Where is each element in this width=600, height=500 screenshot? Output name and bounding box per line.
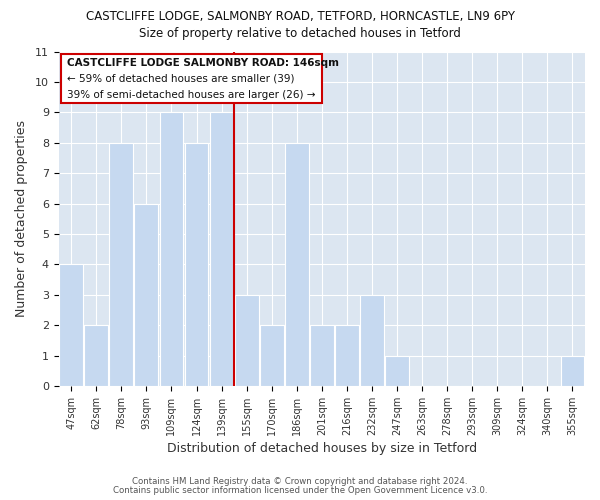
Bar — [209, 112, 233, 386]
Bar — [85, 325, 108, 386]
Text: Size of property relative to detached houses in Tetford: Size of property relative to detached ho… — [139, 28, 461, 40]
Bar — [235, 294, 259, 386]
Text: 39% of semi-detached houses are larger (26) →: 39% of semi-detached houses are larger (… — [67, 90, 315, 100]
Bar — [160, 112, 184, 386]
Text: CASTCLIFFE LODGE SALMONBY ROAD: 146sqm: CASTCLIFFE LODGE SALMONBY ROAD: 146sqm — [67, 58, 338, 68]
Y-axis label: Number of detached properties: Number of detached properties — [15, 120, 28, 317]
Bar — [260, 325, 284, 386]
Bar — [385, 356, 409, 386]
X-axis label: Distribution of detached houses by size in Tetford: Distribution of detached houses by size … — [167, 442, 477, 455]
Text: Contains HM Land Registry data © Crown copyright and database right 2024.: Contains HM Land Registry data © Crown c… — [132, 477, 468, 486]
Bar — [360, 294, 384, 386]
Bar — [335, 325, 359, 386]
Bar — [285, 142, 308, 386]
Bar — [109, 142, 133, 386]
Bar — [134, 204, 158, 386]
Text: Contains public sector information licensed under the Open Government Licence v3: Contains public sector information licen… — [113, 486, 487, 495]
Text: ← 59% of detached houses are smaller (39): ← 59% of detached houses are smaller (39… — [67, 74, 294, 84]
Bar — [560, 356, 584, 386]
Bar — [59, 264, 83, 386]
Bar — [185, 142, 208, 386]
FancyBboxPatch shape — [61, 54, 322, 104]
Text: CASTCLIFFE LODGE, SALMONBY ROAD, TETFORD, HORNCASTLE, LN9 6PY: CASTCLIFFE LODGE, SALMONBY ROAD, TETFORD… — [86, 10, 515, 23]
Bar — [310, 325, 334, 386]
